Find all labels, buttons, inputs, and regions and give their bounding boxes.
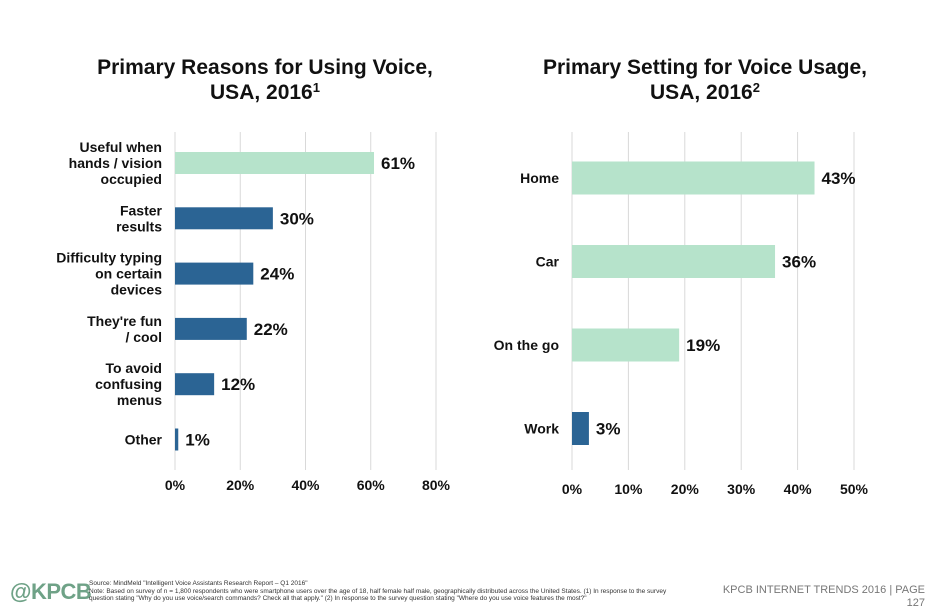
category-label-line: on certain <box>95 266 162 282</box>
category-label-line: hands / vision <box>69 155 162 171</box>
category-label-line: Other <box>125 432 163 448</box>
left-chart-title: Primary Reasons for Using Voice, USA, 20… <box>60 55 470 105</box>
left-chart-title-line1: Primary Reasons for Using Voice, <box>97 56 433 79</box>
bar <box>572 161 815 195</box>
x-tick-label: 30% <box>727 481 756 497</box>
category-label-line: confusing <box>95 376 162 392</box>
value-label: 30% <box>280 209 314 228</box>
note-line-2: question stating "Why do you use voice/s… <box>89 595 587 602</box>
x-tick-label: 0% <box>165 477 186 493</box>
category-label: Other <box>125 432 163 448</box>
category-label-line: Useful when <box>80 139 162 155</box>
x-tick-label: 0% <box>562 481 583 497</box>
category-label-line: Car <box>536 254 560 270</box>
category-label-line: menus <box>117 392 162 408</box>
x-tick-label: 40% <box>291 477 320 493</box>
right-bar-chart: 0% 10% 20% 30% 40% 50% 43% Home 36% Car 19% On the … <box>494 132 869 497</box>
category-label: Difficulty typing on certain devices <box>56 250 162 298</box>
x-tick-label: 20% <box>671 481 700 497</box>
bar <box>175 373 215 396</box>
bar <box>175 428 179 451</box>
category-label: Home <box>520 170 559 186</box>
right-chart-footnote-marker: 2 <box>752 80 760 95</box>
category-label-line: On the go <box>494 337 559 353</box>
category-label-line: They're fun <box>87 313 162 329</box>
left-chart-title-line2: USA, 2016 <box>210 81 313 104</box>
report-name: KPCB INTERNET TRENDS 2016 | PAGE <box>722 584 925 596</box>
note-line-1: Note: Based on survey of n = 1,800 respo… <box>89 587 667 595</box>
category-label: On the go <box>494 337 559 353</box>
bar <box>175 152 375 174</box>
page-number: 127 <box>906 597 925 609</box>
category-label-line: Difficulty typing <box>56 250 162 266</box>
category-label-line: To avoid <box>105 360 162 376</box>
value-label: 43% <box>822 169 856 188</box>
value-label: 12% <box>221 375 255 394</box>
value-label: 19% <box>686 336 720 355</box>
value-label: 1% <box>185 431 210 450</box>
right-chart-title: Primary Setting for Voice Usage, USA, 20… <box>495 55 915 105</box>
value-label: 61% <box>381 154 415 173</box>
x-tick-label: 80% <box>422 477 451 493</box>
left-chart-footnote-marker: 1 <box>312 80 320 95</box>
category-label: Faster results <box>116 202 162 234</box>
bar <box>175 262 254 285</box>
charts-canvas: 0% 20% 40% 60% 80% 61% Useful when hands / visi… <box>56 132 869 497</box>
x-tick-label: 10% <box>614 481 643 497</box>
bar <box>572 412 589 445</box>
x-tick-label: 60% <box>357 477 386 493</box>
kpcb-logo: @KPCB <box>10 579 92 604</box>
bar <box>175 207 273 230</box>
bar <box>572 245 776 278</box>
category-label: Car <box>536 254 560 270</box>
category-label: Work <box>524 421 559 437</box>
category-label-line: Home <box>520 170 559 186</box>
value-label: 36% <box>782 253 816 272</box>
right-chart-title-line1: Primary Setting for Voice Usage, <box>542 56 868 79</box>
value-label: 24% <box>260 265 294 284</box>
category-label-line: occupied <box>101 171 162 187</box>
page-reference: KPCB INTERNET TRENDS 2016 | PAGE 127 <box>685 584 925 610</box>
x-tick-label: 20% <box>226 477 255 493</box>
category-label: Useful when hands / vision occupied <box>69 139 162 187</box>
value-label: 3% <box>596 420 621 439</box>
right-chart-title-line2: USA, 2016 <box>650 81 753 104</box>
source-line: Source: MindMeld "Intelligent Voice Assi… <box>89 580 308 587</box>
bar <box>175 317 247 340</box>
category-label-line: Work <box>524 421 559 437</box>
x-tick-label: 40% <box>784 481 813 497</box>
x-tick-label: 50% <box>840 481 869 497</box>
category-label-line: devices <box>111 282 163 298</box>
source-note: Source: MindMeld "Intelligent Voice Assi… <box>89 580 689 603</box>
category-label-line: results <box>116 218 162 234</box>
category-label: To avoid confusing menus <box>95 360 162 408</box>
left-bar-chart: 0% 20% 40% 60% 80% 61% Useful when hands / visi… <box>56 132 451 493</box>
category-label-line: Faster <box>120 202 163 218</box>
category-label-line: / cool <box>125 329 162 345</box>
value-label: 22% <box>254 320 288 339</box>
category-label: They're fun / cool <box>87 313 162 345</box>
bar <box>572 328 680 362</box>
